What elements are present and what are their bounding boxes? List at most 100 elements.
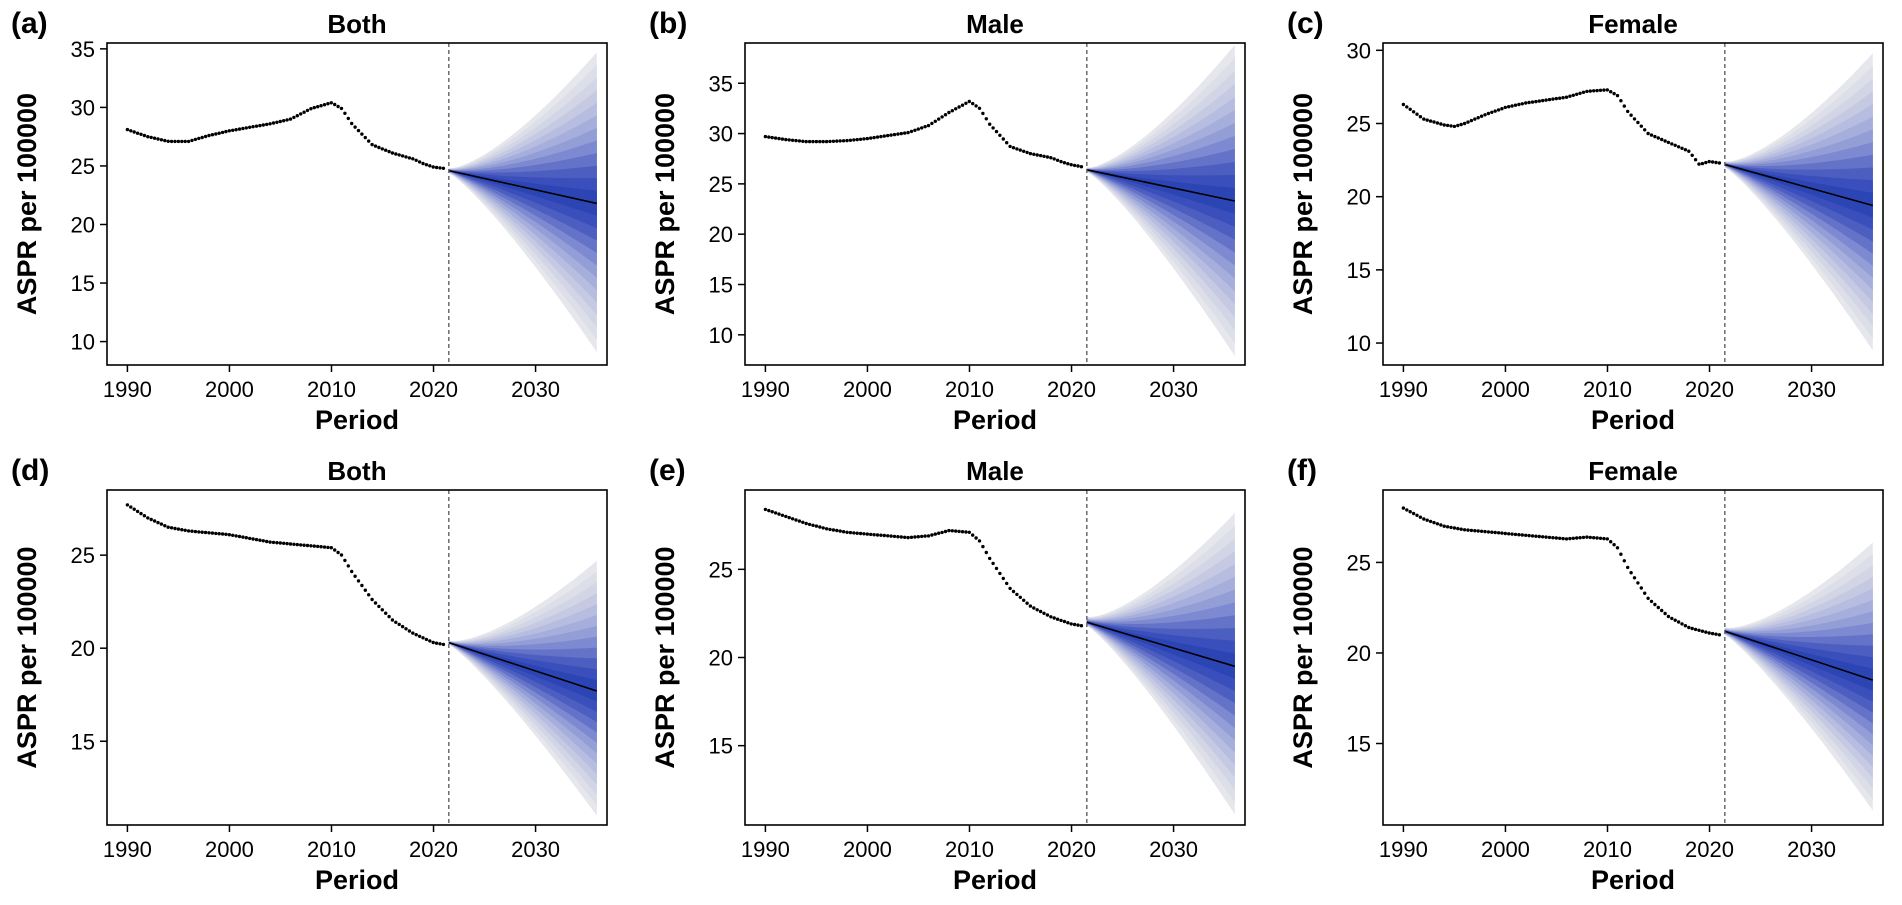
observed-point <box>1411 511 1416 516</box>
observed-point <box>142 133 147 138</box>
panel-label: (e) <box>649 454 686 487</box>
x-tick-label: 1990 <box>741 377 790 402</box>
observed-point <box>869 532 873 537</box>
observed-point <box>930 121 934 126</box>
observed-point <box>411 631 415 635</box>
observed-point <box>360 583 364 588</box>
observed-point <box>1541 535 1545 539</box>
y-tick-label: 15 <box>71 729 95 754</box>
prediction-fan <box>1724 542 1873 811</box>
observed-point <box>394 620 398 624</box>
panel-label: (b) <box>649 7 687 40</box>
y-tick-label: 15 <box>709 273 733 298</box>
observed-point <box>343 558 347 563</box>
observed-point <box>1462 528 1467 532</box>
observed-point <box>1704 160 1708 165</box>
observed-point <box>1649 599 1654 604</box>
x-tick-label: 2030 <box>1149 837 1198 862</box>
observed-point <box>261 539 265 543</box>
observed-point <box>237 127 242 131</box>
observed-point <box>295 542 299 547</box>
observed-point <box>350 121 354 126</box>
observed-point <box>1571 536 1576 540</box>
x-tick-label: 2000 <box>1481 377 1530 402</box>
panel-title: Both <box>327 456 386 486</box>
observed-point <box>271 540 276 545</box>
observed-point <box>180 528 184 532</box>
observed-point <box>428 639 432 643</box>
observed-point <box>1425 518 1429 522</box>
panel-c: 10 15 20 25 30 1990 2000 2010 2020 2030 Female (c) P… <box>1287 7 1884 435</box>
observed-point <box>818 525 822 529</box>
observed-point <box>159 522 164 526</box>
observed-point <box>1558 536 1562 540</box>
observed-point <box>1544 98 1548 102</box>
observed-point <box>135 131 140 135</box>
observed-point <box>424 637 429 642</box>
observed-point <box>353 574 357 578</box>
observed-point <box>818 139 822 144</box>
observed-point <box>387 614 391 619</box>
x-tick-label: 2020 <box>409 377 458 402</box>
observed-point <box>1619 99 1623 103</box>
observed-point <box>933 119 937 124</box>
observed-point <box>1042 154 1046 158</box>
observed-point <box>835 139 839 143</box>
observed-series <box>1401 506 1722 637</box>
y-tick-label: 25 <box>71 154 95 179</box>
observed-point <box>1537 99 1542 103</box>
observed-point <box>258 538 262 542</box>
observed-point <box>835 528 839 533</box>
observed-point <box>977 106 982 111</box>
observed-point <box>1592 536 1596 540</box>
observed-point <box>1697 162 1701 166</box>
observed-point <box>770 135 774 140</box>
observed-point <box>988 122 992 126</box>
observed-point <box>974 104 978 108</box>
observed-point <box>305 108 310 113</box>
y-tick-label: 20 <box>71 636 95 661</box>
observed-point <box>906 130 910 135</box>
observed-point <box>967 99 971 104</box>
prediction-band-12 <box>448 170 597 216</box>
observed-point <box>1676 620 1681 624</box>
observed-point <box>889 133 893 137</box>
observed-point <box>1032 152 1036 156</box>
observed-point <box>1473 117 1477 121</box>
observed-point <box>916 535 920 539</box>
observed-point <box>207 133 211 138</box>
observed-point <box>1575 536 1579 540</box>
observed-point <box>1690 153 1694 157</box>
observed-point <box>763 507 768 512</box>
observed-point <box>794 138 798 143</box>
y-axis-label: ASPR per 100000 <box>1288 93 1318 315</box>
observed-point <box>312 544 316 548</box>
observed-point <box>892 132 897 137</box>
panel-f: 15 20 25 1990 2000 2010 2020 2030 Female (f) Perio… <box>1287 454 1884 895</box>
observed-point <box>1534 99 1538 104</box>
observed-point <box>926 534 931 538</box>
projection-mean-line <box>448 641 598 692</box>
observed-point <box>1001 137 1005 141</box>
observed-point <box>1072 163 1077 168</box>
x-tick-label: 2030 <box>511 837 560 862</box>
observed-point <box>377 604 381 609</box>
observed-point <box>1449 124 1453 128</box>
observed-point <box>1585 535 1589 539</box>
observed-point <box>220 130 225 135</box>
observed-point <box>288 542 293 546</box>
observed-point <box>1700 629 1705 633</box>
observed-point <box>278 119 282 124</box>
observed-point <box>217 532 221 536</box>
observed-point <box>984 117 988 121</box>
observed-point <box>1710 160 1715 164</box>
observed-point <box>305 543 310 548</box>
y-tick-label: 20 <box>1347 641 1371 666</box>
observed-point <box>1076 164 1080 168</box>
observed-point <box>1435 522 1440 526</box>
y-tick-label: 10 <box>71 330 95 355</box>
observed-point <box>309 107 313 111</box>
x-tick-label: 2010 <box>1583 837 1632 862</box>
observed-point <box>913 535 917 539</box>
